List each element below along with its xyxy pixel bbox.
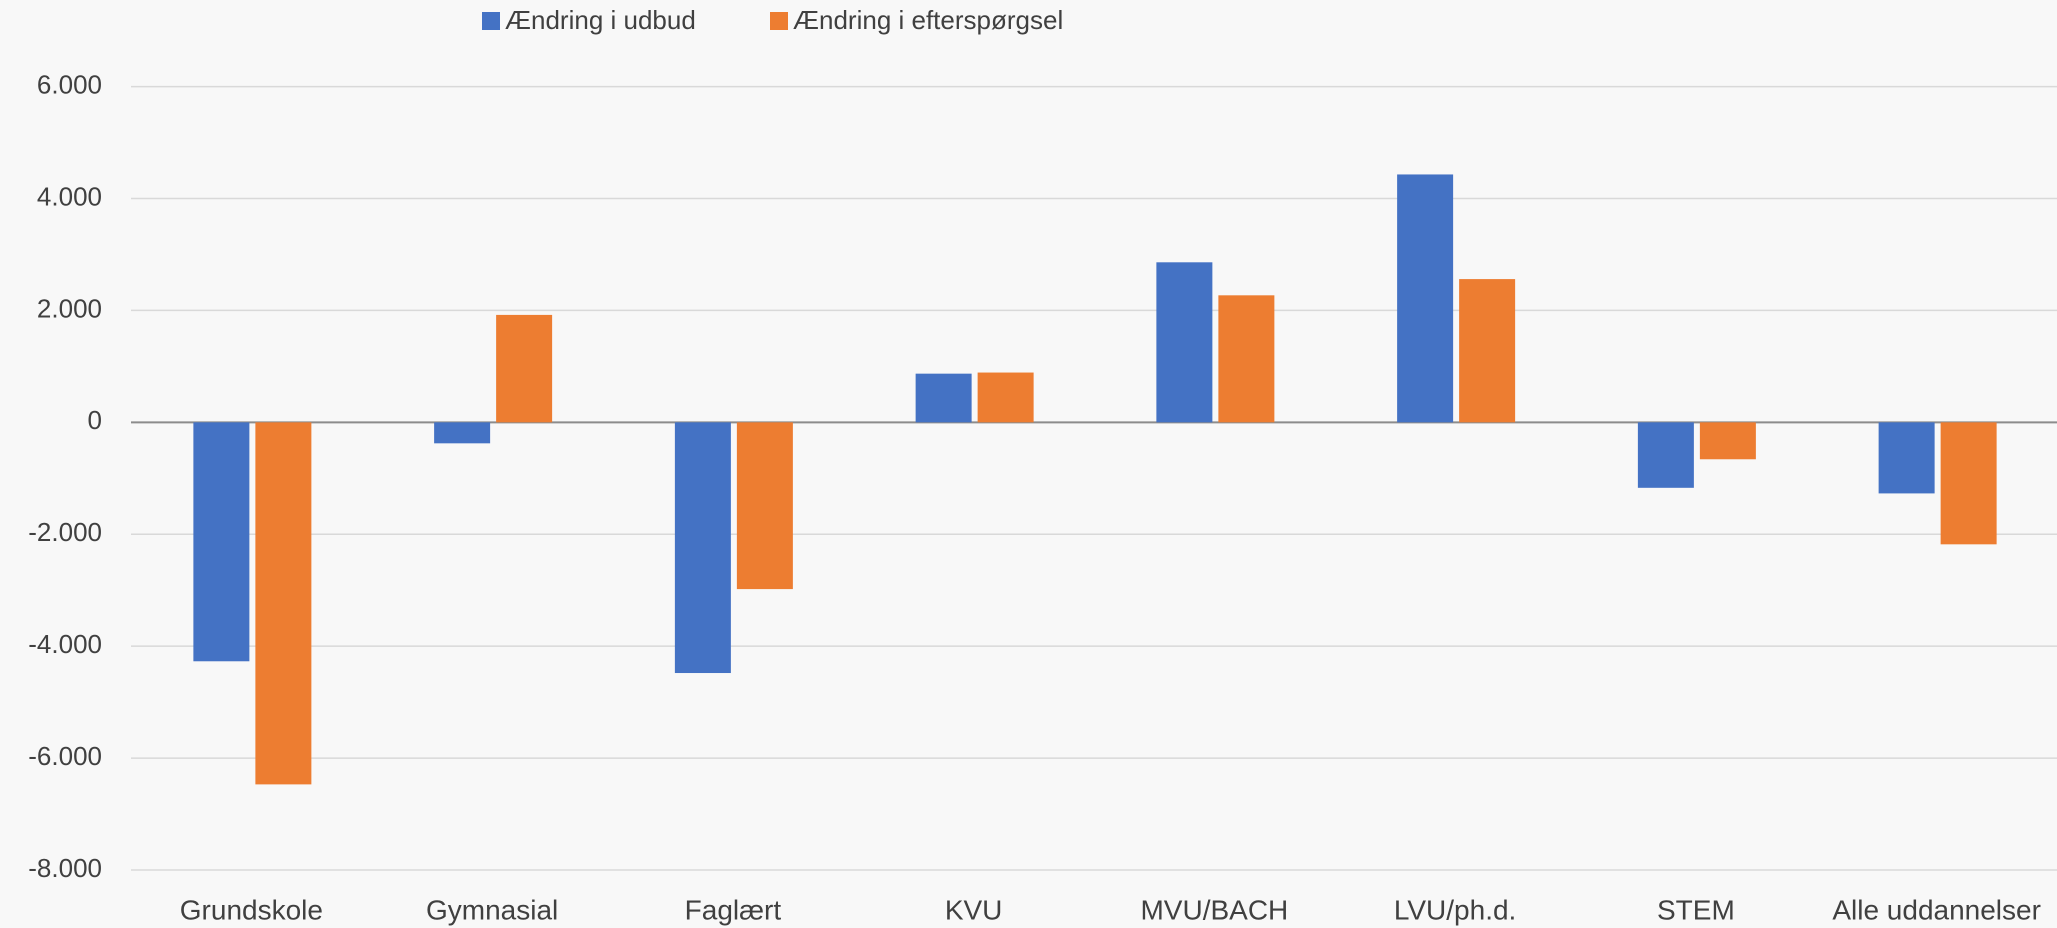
y-tick-label: 0 — [88, 405, 102, 435]
bar — [1878, 422, 1935, 494]
bar — [915, 373, 972, 423]
x-tick-label: MVU/BACH — [1140, 894, 1288, 925]
bar — [674, 422, 731, 674]
bar — [1218, 295, 1275, 423]
x-tick-label: KVU — [945, 894, 1003, 925]
x-tick-label: Gymnasial — [426, 894, 558, 925]
bar — [1397, 174, 1454, 423]
y-tick-label: -8.000 — [28, 853, 102, 883]
legend-label: Ændring i udbud — [505, 5, 696, 35]
bar — [1459, 279, 1516, 423]
bar — [255, 422, 312, 785]
y-tick-label: -4.000 — [28, 629, 102, 659]
y-tick-label: -6.000 — [28, 741, 102, 771]
bar — [193, 422, 250, 662]
x-tick-label: Faglært — [685, 894, 782, 925]
legend-label: Ændring i efterspørgsel — [793, 5, 1063, 35]
bar — [1637, 422, 1694, 488]
x-tick-label: Grundskole — [180, 894, 323, 925]
bar — [977, 372, 1034, 423]
y-tick-label: 2.000 — [37, 293, 102, 323]
legend-swatch — [770, 12, 788, 30]
x-tick-label: Alle uddannelser — [1832, 894, 2041, 925]
x-tick-label: STEM — [1657, 894, 1735, 925]
legend-swatch — [482, 12, 500, 30]
bar — [1156, 262, 1213, 423]
y-tick-label: 6.000 — [37, 69, 102, 99]
bar — [736, 422, 793, 590]
bar — [1699, 422, 1756, 460]
y-tick-label: -2.000 — [28, 517, 102, 547]
bar — [496, 314, 553, 423]
bar — [1940, 422, 1997, 545]
bar — [434, 422, 491, 444]
x-tick-label: LVU/ph.d. — [1394, 894, 1516, 925]
y-tick-label: 4.000 — [37, 181, 102, 211]
